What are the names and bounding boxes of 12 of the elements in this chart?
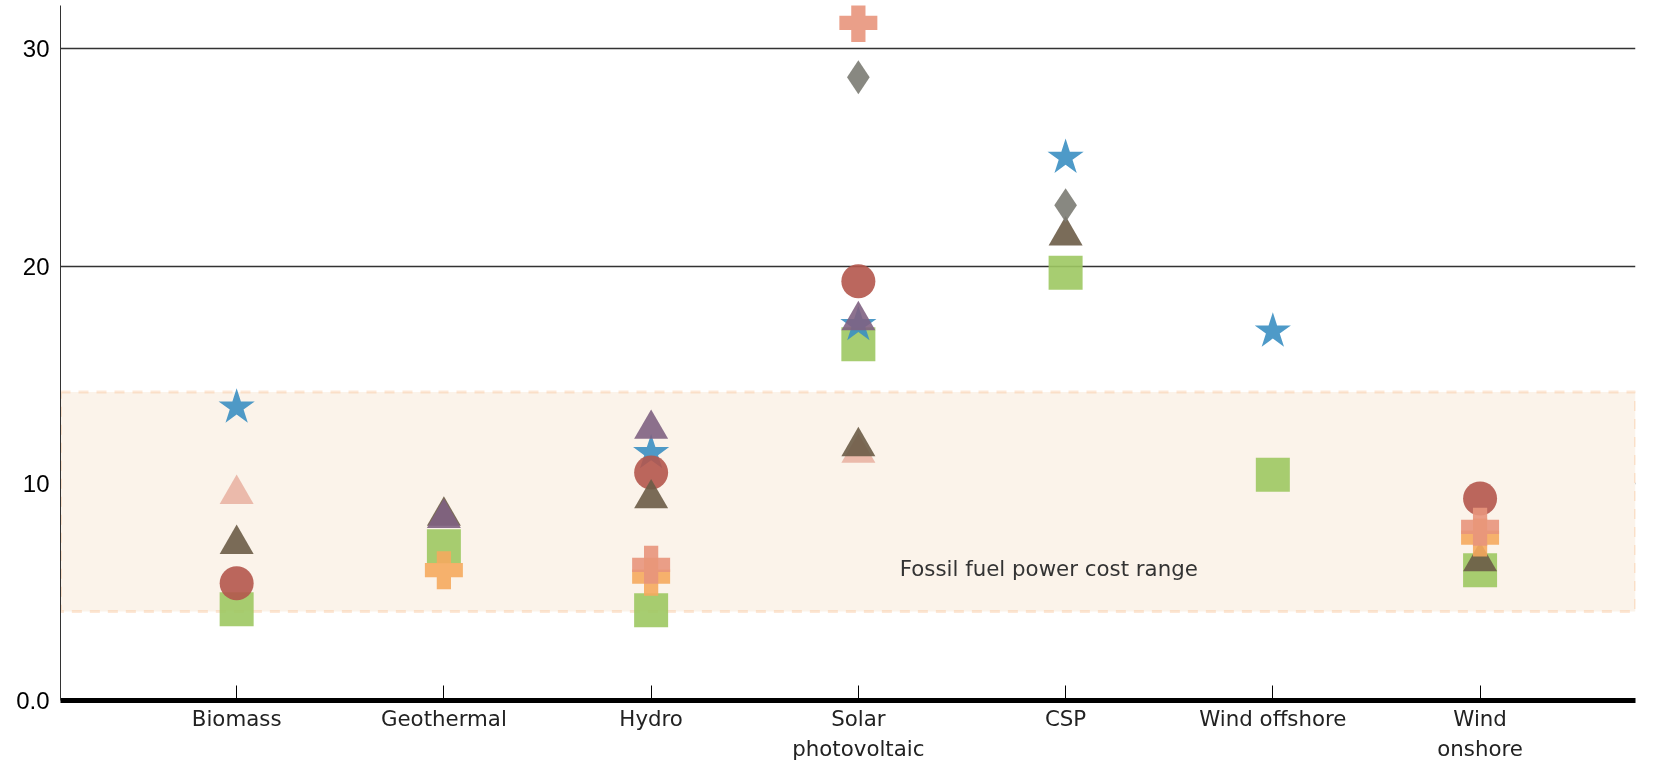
x-tick-label: Geothermal [380,705,507,731]
x-tick-label: Wind offshore [1199,705,1347,731]
x-tick-label: Solar photovoltaic [792,705,925,761]
x-tick-label: CSP [1044,705,1087,731]
y-tick-label: 20 [22,252,50,280]
x-tick-label: Biomass [191,705,282,731]
y-tick-label: 10 [22,469,50,497]
x-tick-label: Hydro [619,705,683,731]
band-label: Fossil fuel power cost range [899,556,1198,582]
y-tick-label: 30 [22,35,50,63]
x-tick-label: Wind onshore [1437,705,1523,761]
y-tick-label: 0.0 [16,687,50,714]
